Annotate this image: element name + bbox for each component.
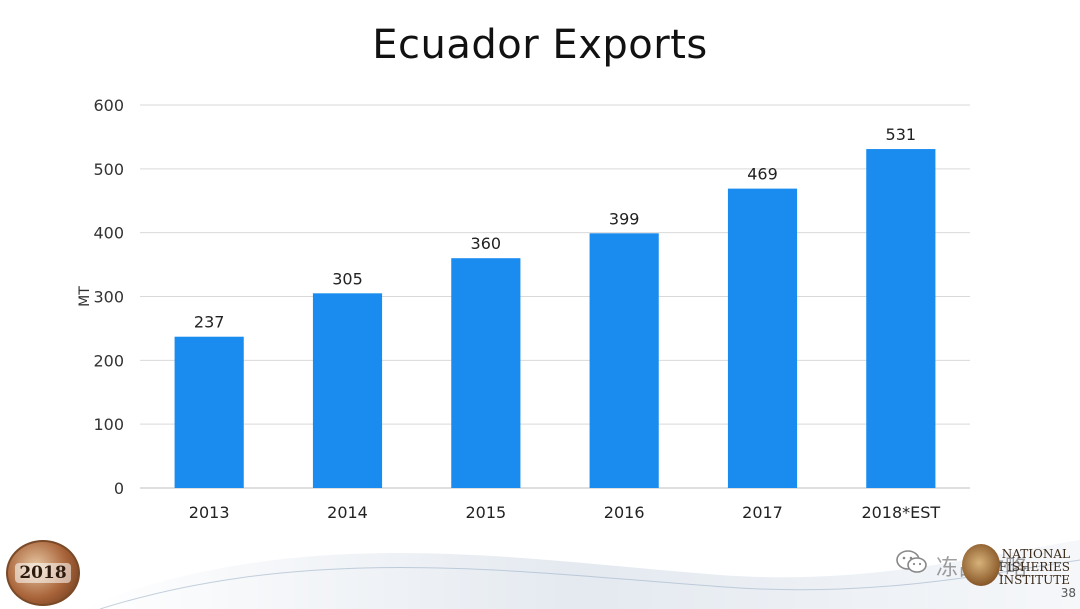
- data-label: 399: [609, 209, 640, 228]
- x-tick-label: 2015: [465, 503, 506, 522]
- data-label: 305: [332, 269, 363, 288]
- chart-title: Ecuador Exports: [372, 22, 708, 68]
- bar: [312, 293, 383, 488]
- x-tick-label: 2017: [742, 503, 783, 522]
- y-tick-label: 300: [93, 288, 124, 307]
- y-tick-label: 400: [93, 224, 124, 243]
- y-axis-label: MT: [77, 286, 93, 307]
- x-tick-label: 2013: [189, 503, 230, 522]
- bar: [174, 336, 244, 488]
- institute-logo: NATIONAL FISHERIES INSTITUTE: [962, 544, 1074, 587]
- institute-logo-mark: [962, 544, 1000, 586]
- y-tick-label: 500: [93, 160, 124, 179]
- bar: [451, 258, 521, 488]
- y-tick-label: 0: [114, 479, 124, 498]
- bar: [727, 188, 798, 488]
- decorative-wave-line: [99, 559, 1080, 609]
- data-label: 237: [194, 313, 225, 332]
- x-tick-label: 2014: [327, 503, 368, 522]
- bar: [589, 233, 659, 488]
- data-label: 469: [747, 165, 778, 184]
- data-label: 360: [471, 234, 502, 253]
- y-tick-label: 100: [93, 415, 124, 434]
- institute-logo-name: NATIONAL FISHERIES INSTITUTE: [998, 547, 1070, 587]
- x-tick-label: 2016: [604, 503, 645, 522]
- page-number: 38: [1060, 586, 1076, 600]
- bar: [866, 149, 936, 489]
- y-tick-label: 200: [93, 351, 124, 370]
- wechat-icon: [896, 550, 927, 573]
- y-tick-label: 600: [93, 96, 124, 115]
- conference-logo: 2018: [6, 540, 80, 606]
- conference-logo-year: 2018: [15, 563, 71, 583]
- decorative-wave: [80, 540, 1080, 609]
- x-tick-label: 2018*EST: [861, 503, 940, 522]
- bar-chart: 0 100 200 300 400 500 600 MT 237 2013 305 2014 360 20…: [77, 96, 970, 522]
- data-label: 531: [886, 125, 917, 144]
